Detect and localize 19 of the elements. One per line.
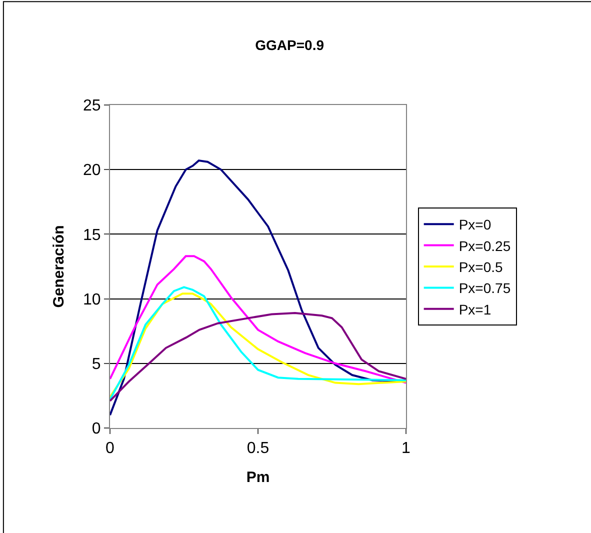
y-tick-label: 15 (83, 226, 101, 244)
y-tick-label: 10 (83, 291, 101, 308)
y-tick-label: 20 (83, 162, 101, 180)
legend-label: Px=1 (458, 301, 492, 318)
y-tick-label: 0 (92, 420, 101, 438)
legend-label: Px=0 (458, 216, 492, 233)
y-axis-title: Generación (50, 225, 68, 308)
x-tick-label: 0.5 (246, 440, 270, 458)
x-axis-title: Pm (246, 469, 270, 486)
legend-label: Px=0.75 (458, 280, 511, 296)
x-tick-label: 0 (106, 440, 115, 458)
y-tick-label: 25 (83, 98, 101, 115)
chart-title: GGAP=0.9 (255, 36, 324, 53)
line-series (110, 312, 406, 402)
line-series (110, 255, 406, 384)
y-tick-label: 5 (92, 356, 101, 373)
legend-label: Px=0.25 (458, 238, 511, 254)
x-tick-label: 1 (402, 440, 411, 458)
legend-label: Px=0.5 (458, 258, 504, 275)
